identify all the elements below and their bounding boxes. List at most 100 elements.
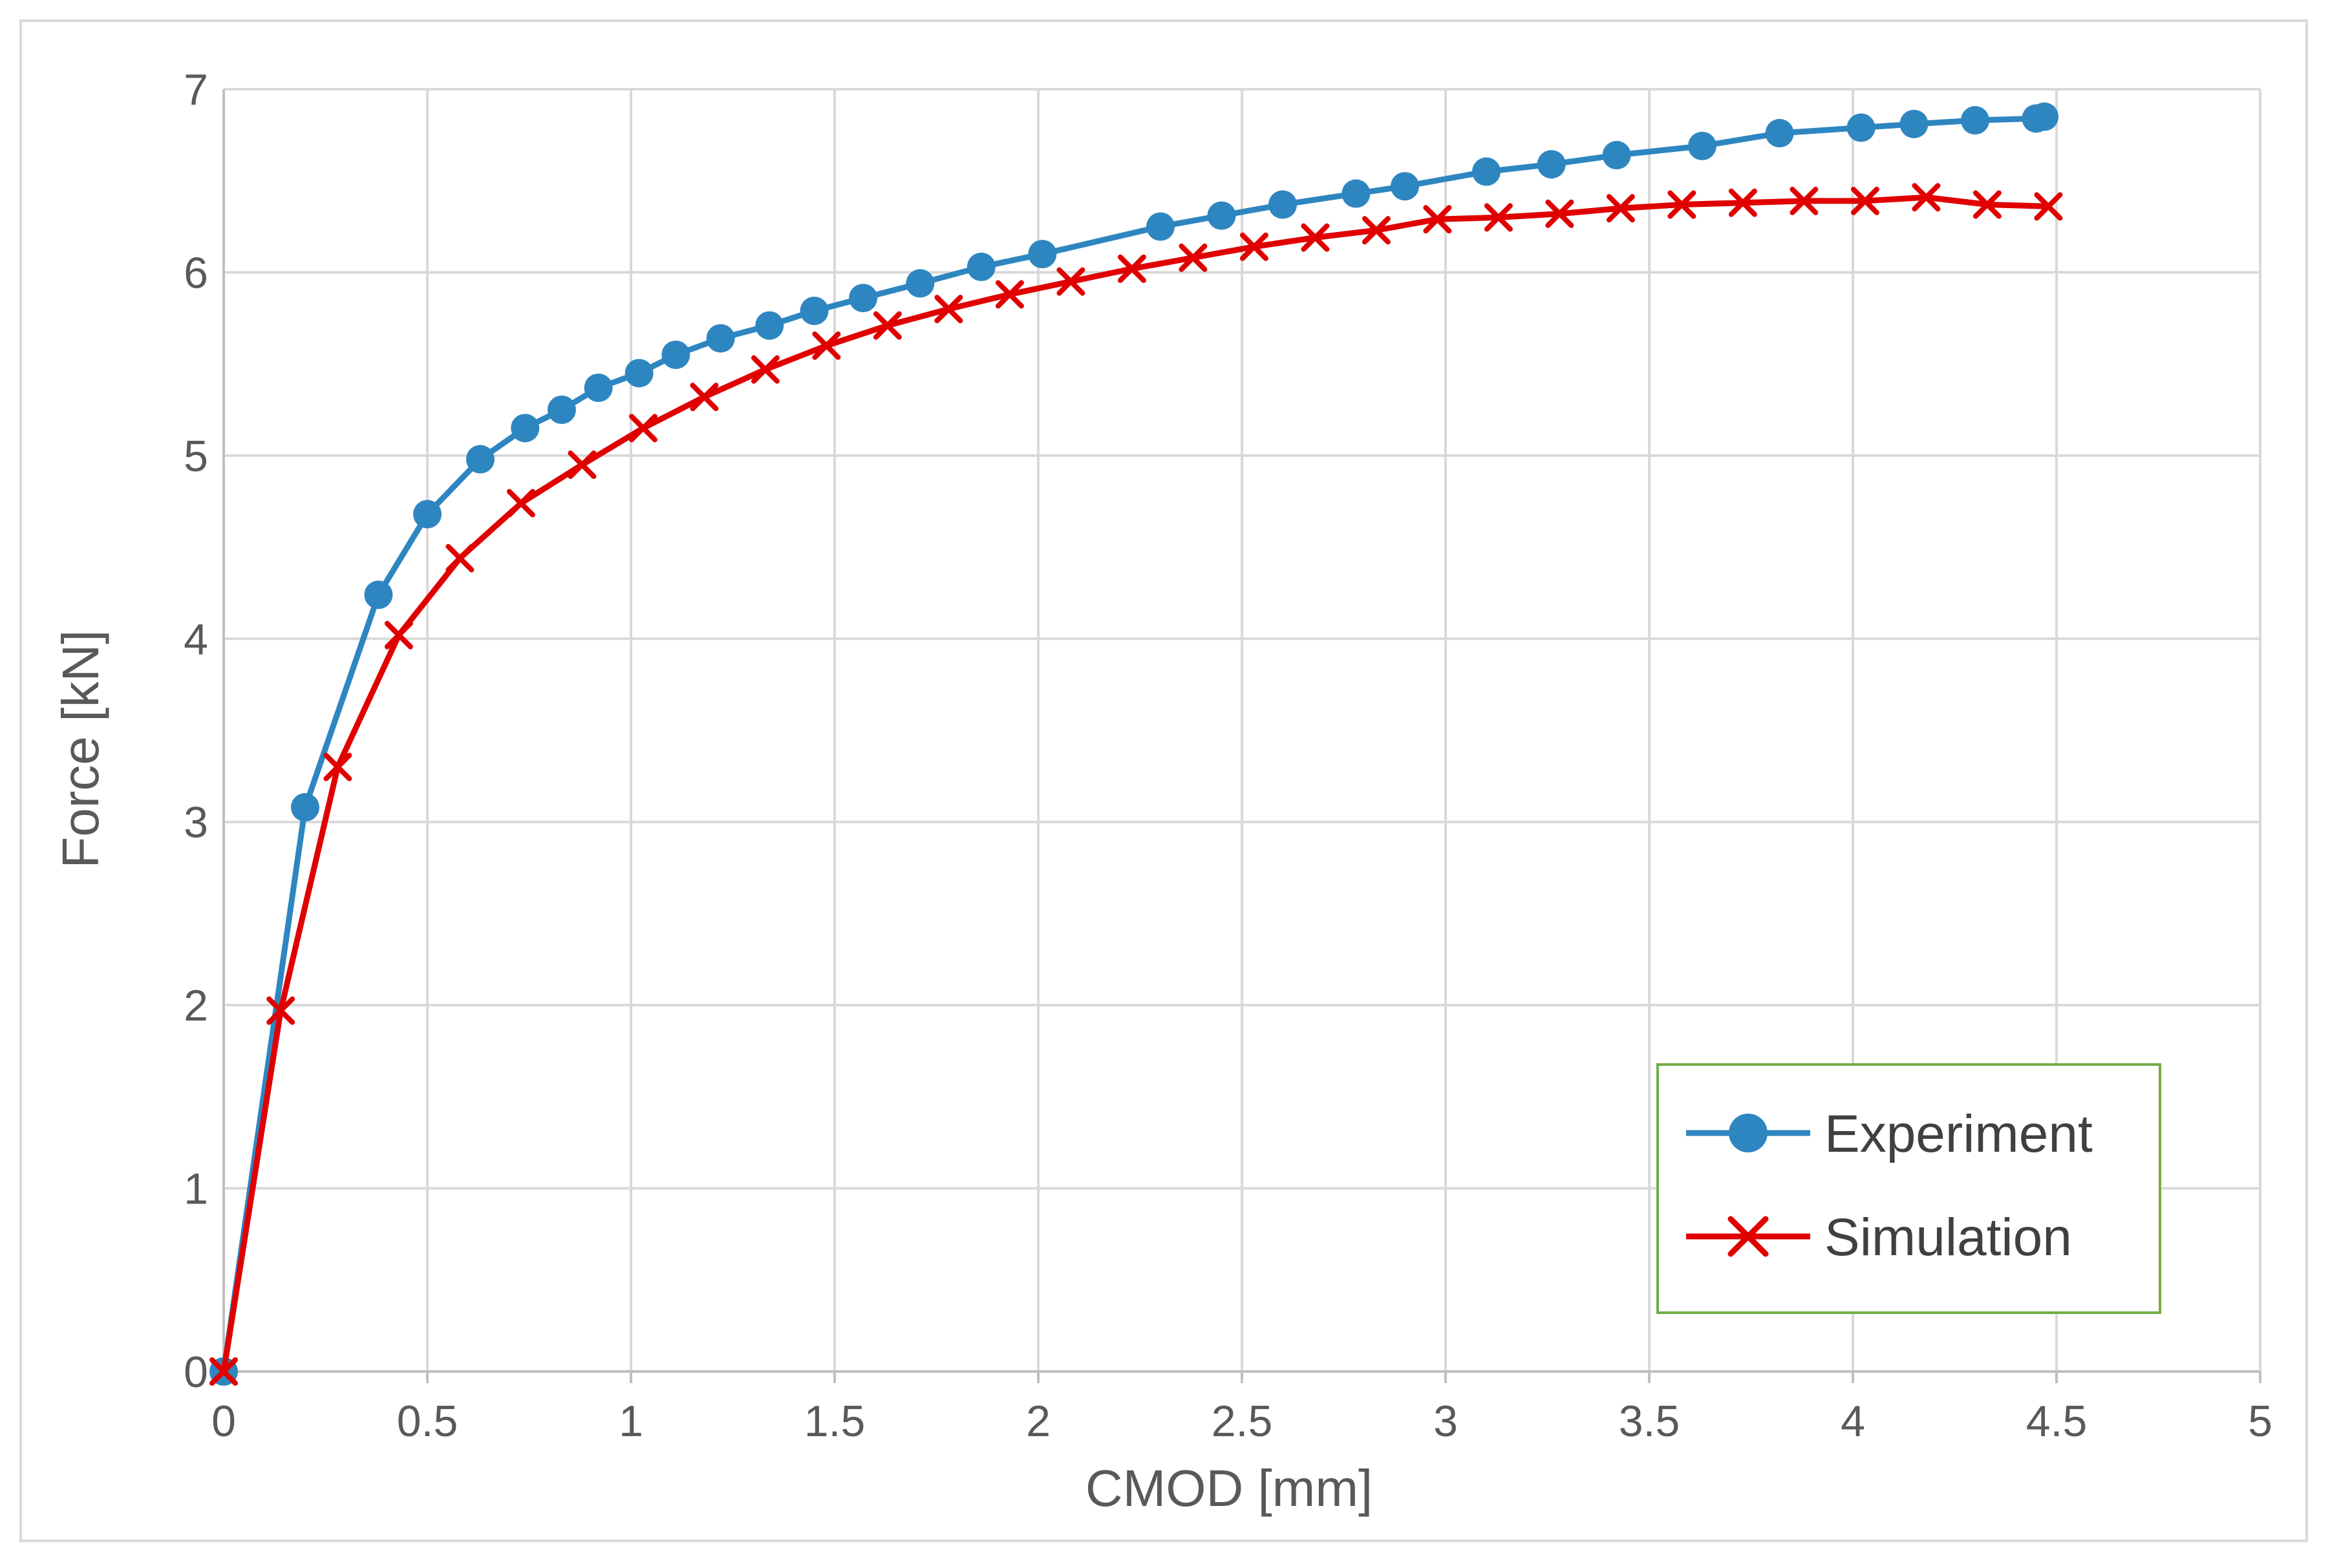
y-tick-labels: 0 1 2 3 4 5 6 7 <box>184 65 208 1397</box>
experiment-point <box>465 445 495 474</box>
x-marker-stroke <box>1545 199 1574 228</box>
x-marker-stroke <box>266 996 295 1025</box>
simulation-point <box>568 450 597 480</box>
x-marker-stroke <box>1850 186 1879 215</box>
x-marker-stroke <box>751 355 780 384</box>
experiment-point <box>1207 201 1236 230</box>
x-marker-stroke <box>1362 216 1391 245</box>
x-marker-stroke <box>1179 243 1208 272</box>
experiment-point <box>755 311 784 340</box>
simulation-point <box>812 331 841 360</box>
experiment-point <box>625 359 654 388</box>
experiment-point <box>584 373 613 402</box>
simulation-point <box>1362 216 1391 245</box>
x-axis-title: CMOD [mm] <box>1085 1459 1373 1517</box>
y-tick-label: 3 <box>184 798 208 847</box>
x-marker-stroke <box>384 620 413 650</box>
simulation-point <box>628 414 657 443</box>
x-marker-stroke <box>995 280 1024 309</box>
experiment-point <box>1391 172 1419 201</box>
experiment-point <box>511 414 540 443</box>
x-tick-label: 2.5 <box>1212 1397 1273 1446</box>
simulation-point <box>690 383 719 412</box>
x-marker-stroke <box>1301 223 1330 252</box>
x-marker-stroke <box>209 1357 238 1386</box>
simulation-point <box>1667 190 1696 219</box>
experiment-point <box>1961 106 1989 135</box>
simulation-point <box>1239 232 1268 261</box>
legend-experiment-label: Experiment <box>1824 1105 2093 1163</box>
x-marker-stroke <box>1728 188 1757 217</box>
experiment-point <box>1028 240 1057 269</box>
simulation-point <box>445 544 475 573</box>
x-tick-label: 3 <box>1433 1397 1458 1446</box>
x-marker-stroke <box>445 544 475 573</box>
simulation-point <box>506 489 535 518</box>
x-marker-stroke <box>1790 186 1819 215</box>
x-marker-stroke <box>1423 205 1452 234</box>
experiment-point <box>364 580 393 609</box>
x-marker-stroke <box>323 752 352 781</box>
simulation-point <box>1972 190 2002 219</box>
x-marker-stroke <box>1972 190 2002 219</box>
experiment-point <box>967 252 996 281</box>
experiment-point <box>1472 157 1501 186</box>
x-tick-label: 3.5 <box>1619 1397 1680 1446</box>
simulation-point <box>2034 192 2063 221</box>
x-marker-stroke <box>1056 267 1085 296</box>
experiment-point <box>547 396 576 424</box>
simulation-point <box>384 620 413 650</box>
simulation-point <box>1056 267 1085 296</box>
gridlines <box>224 88 2261 1372</box>
x-marker-stroke <box>812 331 841 360</box>
series <box>209 102 2063 1386</box>
x-tick-label: 5 <box>2248 1397 2272 1446</box>
x-tick-label: 2 <box>1026 1397 1051 1446</box>
simulation-point <box>323 752 352 781</box>
x-marker-stroke <box>628 414 657 443</box>
simulation-point <box>934 295 963 324</box>
legend-box <box>1656 1063 2161 1314</box>
simulation-point <box>266 996 295 1025</box>
x-tick-label: 1 <box>619 1397 643 1446</box>
x-marker-stroke <box>1484 203 1513 232</box>
x-tick-label: 0 <box>211 1397 236 1446</box>
experiment-point <box>1846 113 1876 142</box>
x-tick-label: 0.5 <box>397 1397 458 1446</box>
experiment-point <box>1268 190 1297 219</box>
x-marker-stroke <box>1239 232 1268 261</box>
simulation-point <box>1912 183 1941 212</box>
x-marker-stroke <box>690 383 719 412</box>
experiment-point <box>413 500 442 529</box>
x-tick-label: 1.5 <box>804 1397 866 1446</box>
series-experiment <box>209 102 2059 1386</box>
experiment-point <box>800 296 829 325</box>
simulation-point <box>209 1357 238 1386</box>
legend-simulation-label: Simulation <box>1824 1208 2072 1267</box>
experiment-point <box>1341 179 1371 208</box>
simulation-point <box>751 355 780 384</box>
simulation-point <box>1728 188 1757 217</box>
simulation-point <box>1423 205 1452 234</box>
y-axis-title: Force [kN] <box>52 630 109 869</box>
y-tick-label: 5 <box>184 432 208 481</box>
simulation-point <box>1606 194 1635 223</box>
experiment-point <box>1899 109 1929 138</box>
y-tick-label: 4 <box>184 615 208 664</box>
simulation-point <box>995 280 1024 309</box>
simulation-point <box>1850 186 1879 215</box>
x-marker-stroke <box>1667 190 1696 219</box>
experiment-point <box>1687 131 1716 160</box>
simulation-point <box>1117 254 1146 283</box>
experiment-point <box>2030 102 2059 131</box>
x-tick-labels: 0 0.5 1 1.5 2 2.5 3 3.5 4 4.5 5 <box>211 1397 2272 1446</box>
y-tick-label: 6 <box>184 248 208 297</box>
x-marker-stroke <box>873 311 902 340</box>
x-marker-stroke <box>1606 194 1635 223</box>
x-tick-label: 4.5 <box>2026 1397 2088 1446</box>
simulation-point <box>1790 186 1819 215</box>
simulation-point <box>873 311 902 340</box>
chart-svg: 0 0.5 1 1.5 2 2.5 3 3.5 4 4.5 5 0 1 2 3 4 5 6 7 CMOD [mm]… <box>52 65 2272 1517</box>
experiment-point <box>1602 141 1631 170</box>
experiment-point <box>661 340 690 369</box>
